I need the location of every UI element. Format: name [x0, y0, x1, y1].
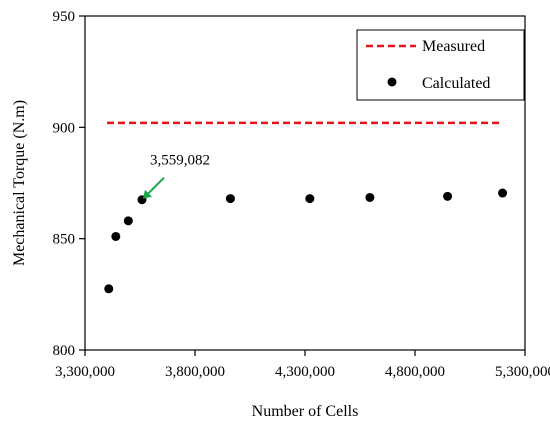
calculated-point: [123, 216, 133, 226]
calculated-point: [104, 284, 114, 294]
x-tick-label: 4,800,000: [385, 364, 445, 380]
calculated-point: [365, 192, 375, 202]
legend-measured-label: Measured: [422, 38, 485, 55]
legend-calculated-swatch: [387, 77, 397, 87]
ticks: 3,300,000 3,800,000 4,300,000 4,800,000 5,30…: [53, 9, 550, 380]
x-tick-label: 3,300,000: [55, 364, 115, 380]
x-tick-label: 5,300,000: [495, 364, 550, 380]
x-tick-label: 4,300,000: [275, 364, 335, 380]
calculated-point: [225, 194, 235, 204]
x-tick-label: 3,800,000: [165, 364, 225, 380]
x-axis-title: Number of Cells: [252, 403, 359, 420]
legend: Measured Calculated: [356, 29, 525, 101]
calculated-point: [305, 194, 315, 204]
calculated-point: [111, 231, 121, 241]
annotation: 3,559,082: [142, 153, 210, 199]
annotation-label: 3,559,082: [150, 153, 210, 169]
y-tick-label: 900: [53, 120, 76, 136]
plot-area: [104, 121, 508, 294]
legend-box: [356, 29, 525, 101]
y-tick-label: 800: [53, 343, 76, 359]
y-tick-label: 950: [53, 9, 76, 25]
annotation-arrow: [145, 176, 165, 197]
y-axis-title: Mechanical Torque (N.m): [11, 100, 28, 266]
calculated-point: [498, 188, 508, 198]
annotation-arrowhead: [142, 189, 152, 199]
y-tick-label: 850: [53, 232, 76, 248]
calculated-point: [443, 191, 453, 201]
legend-calculated-label: Calculated: [422, 75, 490, 92]
